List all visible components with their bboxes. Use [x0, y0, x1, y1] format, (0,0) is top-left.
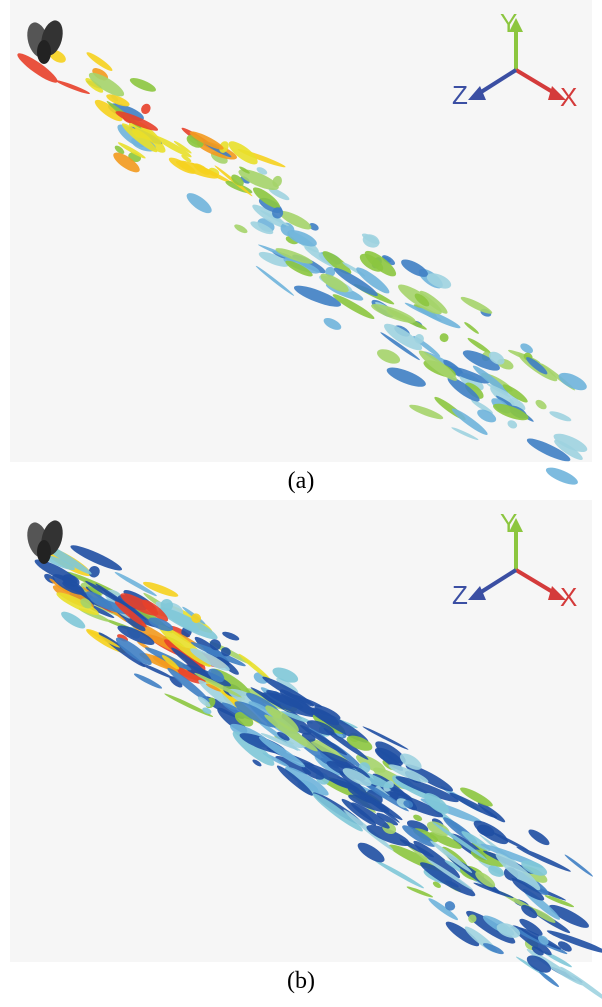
axis-label: Z	[452, 80, 468, 110]
figure-canvas: Y Z X (a) Y Z X (b)	[0, 0, 602, 1007]
axis-label: X	[560, 582, 577, 612]
axis-label: Y	[500, 8, 517, 38]
panel: Y Z X (b)	[10, 500, 602, 1006]
figure: Y Z X (a) Y Z X (b)	[0, 0, 602, 1007]
vortex-structure	[538, 970, 560, 988]
panel-caption: (a)	[288, 468, 315, 494]
panel-caption: (b)	[287, 968, 315, 994]
axis-label: X	[560, 82, 577, 112]
panel: Y Z X (a)	[10, 0, 592, 494]
vortex-structure	[544, 464, 580, 488]
axis-label: Z	[452, 580, 468, 610]
turbine-hub	[37, 540, 51, 564]
axis-label: Y	[500, 508, 517, 538]
vortex-structure	[559, 965, 602, 1006]
turbine-hub	[37, 40, 51, 64]
